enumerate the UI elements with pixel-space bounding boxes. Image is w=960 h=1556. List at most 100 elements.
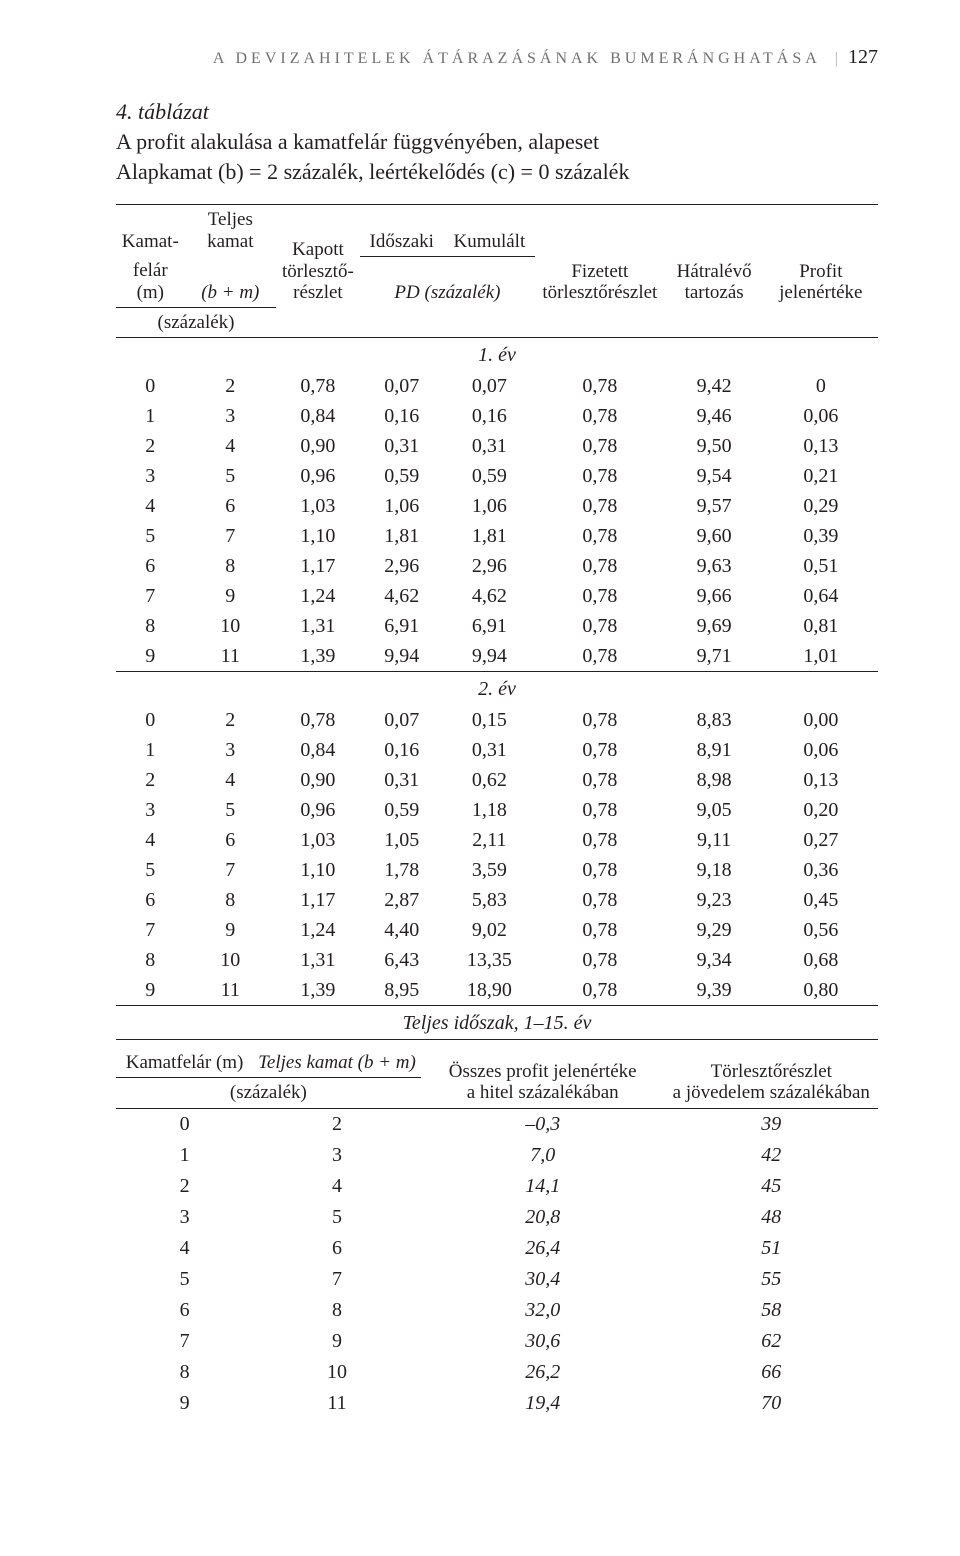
sum-col-torleszto: Törlesztőrészlet a jövedelem százalékába… (665, 1048, 878, 1109)
cell-bm: 4 (185, 765, 276, 795)
cell-bm: 9 (185, 915, 276, 945)
cell-kap: 1,10 (276, 521, 360, 551)
sum-cell-bm: 7 (253, 1264, 421, 1295)
cell-m: 6 (116, 885, 185, 915)
cell-fiz: 0,78 (535, 825, 665, 855)
cell-hat: 9,23 (665, 885, 764, 915)
cell-hat: 9,29 (665, 915, 764, 945)
cell-prof: 0 (764, 371, 878, 401)
sum-cell-tor: 45 (665, 1171, 878, 1202)
cell-kap: 0,90 (276, 431, 360, 461)
cell-kum: 2,11 (444, 825, 535, 855)
sum-cell-tor: 39 (665, 1109, 878, 1141)
sum-cell-prof: 26,2 (421, 1357, 665, 1388)
cell-ido: 4,62 (360, 581, 444, 611)
cell-kap: 1,31 (276, 945, 360, 975)
cell-kum: 0,07 (444, 371, 535, 401)
sum-col-m: Kamatfelár (m) (116, 1048, 253, 1078)
cell-ido: 1,06 (360, 491, 444, 521)
cell-kum: 2,96 (444, 551, 535, 581)
cell-fiz: 0,78 (535, 945, 665, 975)
sum-cell-bm: 5 (253, 1202, 421, 1233)
cell-kap: 1,24 (276, 915, 360, 945)
running-title: A DEVIZAHITELEK ÁTÁRAZÁSÁNAK BUMERÁNGHAT… (213, 50, 821, 68)
cell-ido: 2,87 (360, 885, 444, 915)
cell-m: 5 (116, 521, 185, 551)
col-kamatfelar: Kamat- (116, 205, 185, 256)
cell-hat: 9,50 (665, 431, 764, 461)
sum-cell-m: 0 (116, 1109, 253, 1141)
sum-cell-prof: –0,3 (421, 1109, 665, 1141)
cell-hat: 9,11 (665, 825, 764, 855)
cell-bm: 6 (185, 825, 276, 855)
sum-cell-m: 9 (116, 1388, 253, 1419)
cell-m: 0 (116, 371, 185, 401)
sum-cell-prof: 32,0 (421, 1295, 665, 1326)
cell-prof: 0,06 (764, 735, 878, 765)
cell-hat: 9,54 (665, 461, 764, 491)
page-number: 127 (848, 46, 878, 69)
cell-fiz: 0,78 (535, 401, 665, 431)
cell-kum: 5,83 (444, 885, 535, 915)
cell-kap: 0,84 (276, 401, 360, 431)
cell-prof: 0,36 (764, 855, 878, 885)
cell-ido: 1,78 (360, 855, 444, 885)
col-profit: Profit jelenértéke (764, 205, 878, 307)
cell-kum: 0,59 (444, 461, 535, 491)
cell-m: 2 (116, 765, 185, 795)
cell-ido: 0,59 (360, 461, 444, 491)
cell-hat: 9,42 (665, 371, 764, 401)
cell-kum: 6,91 (444, 611, 535, 641)
sum-col-unit: (százalék) (116, 1078, 421, 1109)
cell-ido: 1,05 (360, 825, 444, 855)
cell-m: 5 (116, 855, 185, 885)
cell-kap: 1,39 (276, 975, 360, 1006)
col-pd-unit: PD (százalék) (360, 256, 535, 307)
cell-prof: 0,56 (764, 915, 878, 945)
cell-fiz: 0,78 (535, 371, 665, 401)
sum-cell-m: 6 (116, 1295, 253, 1326)
cell-kap: 1,03 (276, 825, 360, 855)
sum-cell-m: 7 (116, 1326, 253, 1357)
cell-kum: 18,90 (444, 975, 535, 1006)
sum-cell-m: 2 (116, 1171, 253, 1202)
cell-ido: 6,91 (360, 611, 444, 641)
cell-kum: 1,18 (444, 795, 535, 825)
sum-cell-m: 8 (116, 1357, 253, 1388)
cell-prof: 0,45 (764, 885, 878, 915)
cell-m: 8 (116, 945, 185, 975)
cell-bm: 5 (185, 461, 276, 491)
cell-hat: 9,66 (665, 581, 764, 611)
page: A DEVIZAHITELEK ÁTÁRAZÁSÁNAK BUMERÁNGHAT… (0, 0, 960, 1459)
cell-prof: 0,29 (764, 491, 878, 521)
sum-cell-bm: 2 (253, 1109, 421, 1141)
cell-prof: 1,01 (764, 641, 878, 672)
sum-cell-prof: 30,4 (421, 1264, 665, 1295)
col-unit: (százalék) (116, 307, 276, 337)
sum-col-bm: Teljes kamat (b + m) (253, 1048, 421, 1078)
cell-bm: 8 (185, 551, 276, 581)
table-title-line1: A profit alakulása a kamatfelár függvény… (116, 129, 599, 154)
cell-prof: 0,13 (764, 765, 878, 795)
section-full: Teljes időszak, 1–15. év (116, 1005, 878, 1039)
main-table: Kamat- Teljes kamat Kapott törlesztő- ré… (116, 204, 878, 1039)
cell-m: 6 (116, 551, 185, 581)
cell-kap: 1,39 (276, 641, 360, 672)
cell-hat: 9,63 (665, 551, 764, 581)
cell-prof: 0,20 (764, 795, 878, 825)
cell-hat: 9,46 (665, 401, 764, 431)
cell-hat: 8,98 (665, 765, 764, 795)
cell-kum: 3,59 (444, 855, 535, 885)
cell-ido: 0,07 (360, 705, 444, 735)
sum-cell-m: 5 (116, 1264, 253, 1295)
cell-bm: 9 (185, 581, 276, 611)
running-divider: | (835, 50, 838, 68)
cell-kum: 1,81 (444, 521, 535, 551)
cell-ido: 0,16 (360, 735, 444, 765)
cell-prof: 0,13 (764, 431, 878, 461)
sum-cell-bm: 3 (253, 1140, 421, 1171)
cell-fiz: 0,78 (535, 581, 665, 611)
cell-prof: 0,51 (764, 551, 878, 581)
cell-fiz: 0,78 (535, 855, 665, 885)
cell-bm: 10 (185, 945, 276, 975)
